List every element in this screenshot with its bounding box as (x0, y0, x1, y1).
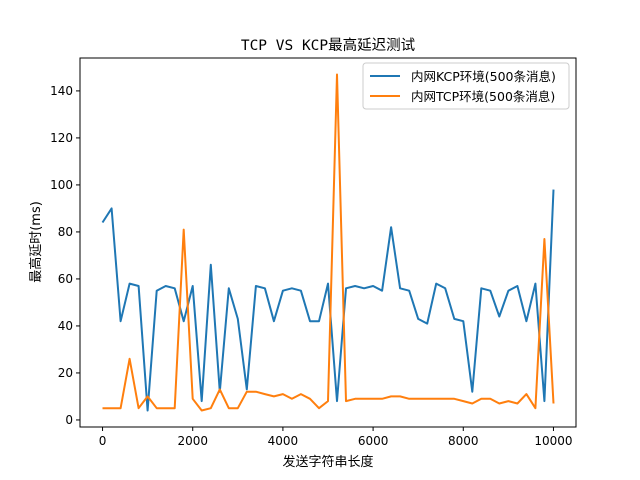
x-tick-label: 0 (99, 434, 107, 448)
y-tick-label: 0 (65, 413, 73, 427)
series-line-kcp (101, 189, 555, 412)
y-tick-label: 40 (58, 319, 73, 333)
legend-box (362, 62, 570, 110)
x-tick-label: 6000 (358, 434, 389, 448)
x-tick-label: 8000 (448, 434, 479, 448)
axes-frame (79, 57, 577, 428)
legend: 内网KCP环境(500条消息) 内网TCP环境(500条消息) (362, 62, 570, 110)
x-axis: 0 2000 4000 6000 8000 10000 (99, 427, 573, 448)
y-tick-label: 60 (58, 272, 73, 286)
chart-title: TCP VS KCP最高延迟测试 (241, 37, 416, 54)
legend-label-tcp: 内网TCP环境(500条消息) (411, 89, 555, 104)
x-tick-label: 10000 (534, 434, 572, 448)
y-axis-label: 最高延时(ms) (28, 201, 44, 283)
x-axis-label: 发送字符串长度 (282, 454, 373, 470)
x-tick-label: 4000 (268, 434, 299, 448)
y-tick-label: 140 (50, 84, 73, 98)
series-line-tcp (102, 73, 555, 412)
plot-area (101, 73, 555, 412)
y-tick-label: 20 (58, 366, 73, 380)
legend-label-kcp: 内网KCP环境(500条消息) (411, 69, 556, 84)
x-tick-label: 2000 (177, 434, 208, 448)
y-tick-label: 80 (58, 225, 73, 239)
y-tick-label: 100 (50, 178, 73, 192)
y-tick-label: 120 (50, 131, 73, 145)
y-axis: 0 20 40 60 80 100 120 140 (50, 84, 80, 427)
